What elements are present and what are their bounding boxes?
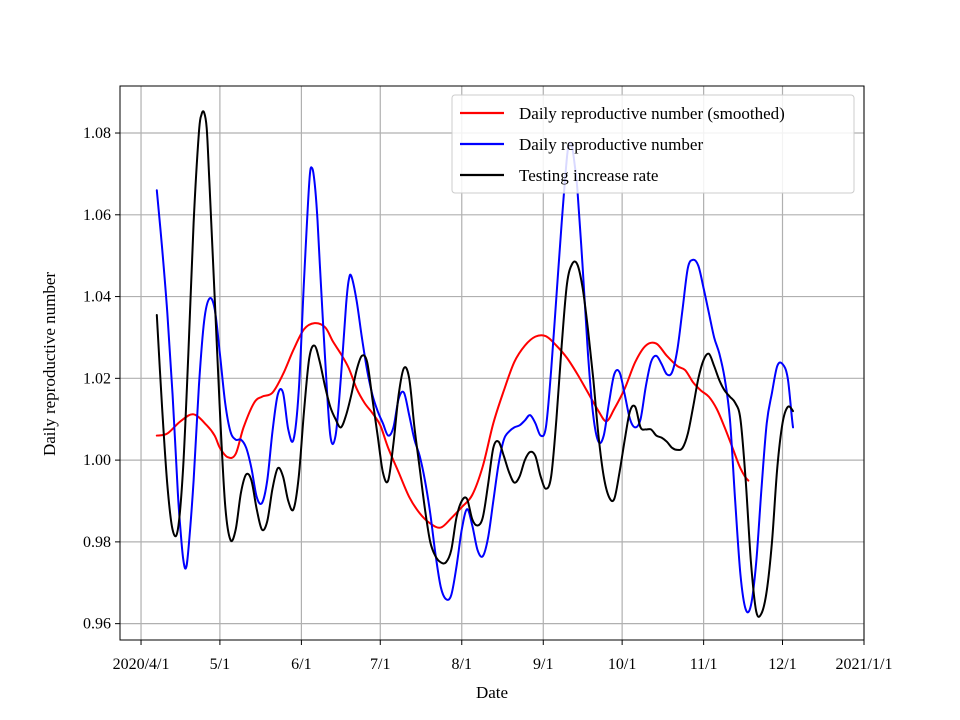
- legend-box: [451, 94, 855, 194]
- x-tick-label: 2021/1/1: [836, 656, 893, 673]
- x-tick-label: 8/1: [452, 656, 472, 673]
- x-tick-label: 10/1: [608, 656, 636, 673]
- y-tick-label: 0.96: [83, 616, 111, 633]
- y-axis-label: Daily reproductive number: [40, 272, 59, 456]
- x-axis-label: Date: [476, 683, 508, 702]
- line-smoothed-reproductive-number: [155, 322, 750, 529]
- x-tick-label: 7/1: [370, 656, 390, 673]
- x-tick-label: 6/1: [291, 656, 311, 673]
- y-tick-label: 1.04: [83, 289, 111, 306]
- axis-ticks: 2020/4/1 5/1 6/1 7/1 8/1 9/1 10/1 11/1 12/1 2021/…: [83, 125, 892, 673]
- legend: Daily reproductive number (smoothed) Dail…: [451, 94, 855, 194]
- y-tick-label: 1.02: [83, 370, 111, 387]
- line-testing-increase-rate: [155, 110, 795, 618]
- line-daily-reproductive-number: [155, 141, 795, 614]
- plot-frame: [119, 85, 865, 641]
- x-tick-label: 2020/4/1: [113, 656, 170, 673]
- legend-label: Daily reproductive number (smoothed): [519, 104, 785, 123]
- y-tick-label: 1.08: [83, 125, 111, 142]
- y-tick-label: 1.00: [83, 452, 111, 469]
- x-tick-label: 5/1: [210, 656, 230, 673]
- legend-label: Daily reproductive number: [519, 135, 703, 154]
- y-tick-label: 1.06: [83, 207, 111, 224]
- y-tick-label: 0.98: [83, 534, 111, 551]
- plot-lines: [155, 110, 795, 618]
- x-tick-label: 11/1: [690, 656, 718, 673]
- legend-label: Testing increase rate: [519, 166, 658, 185]
- x-tick-label: 12/1: [768, 656, 796, 673]
- x-tick-label: 9/1: [533, 656, 553, 673]
